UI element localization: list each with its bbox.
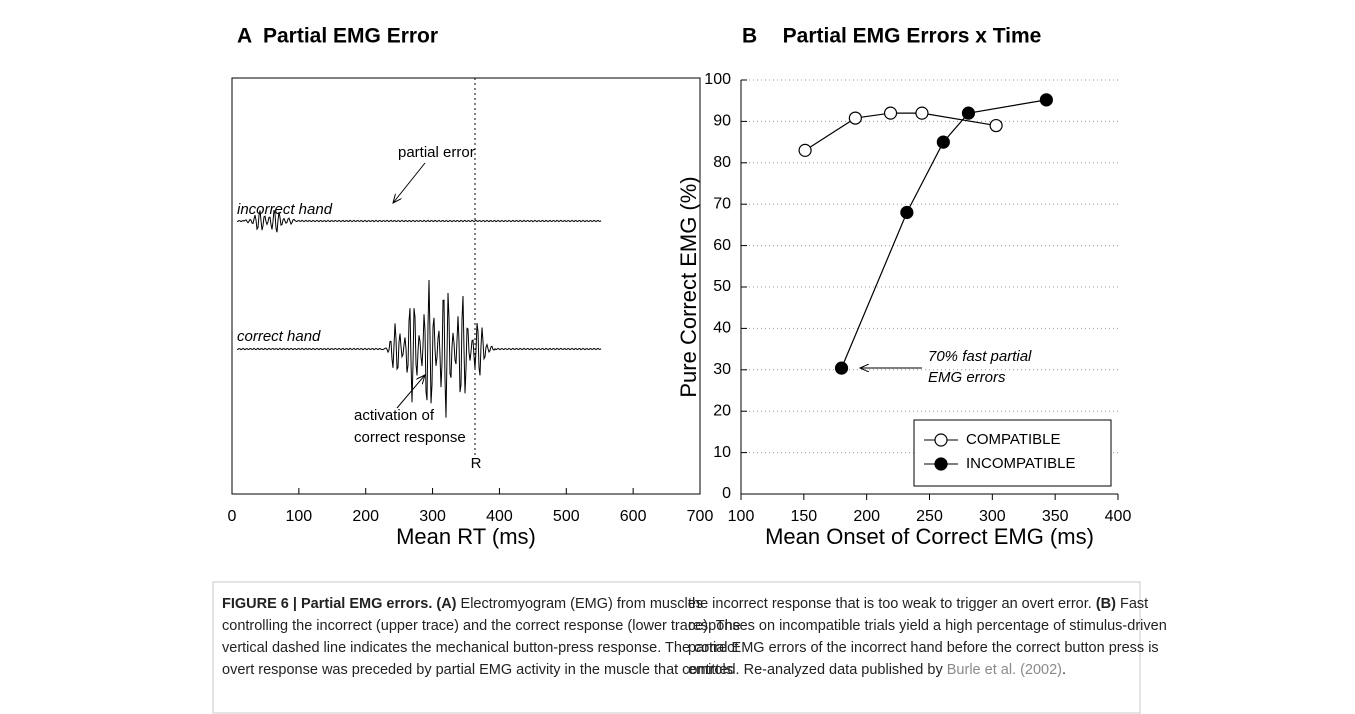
arrow: [393, 162, 426, 203]
x-tick-label: 250: [916, 508, 943, 525]
y-tick-label: 100: [704, 71, 731, 88]
x-tick-label: 500: [553, 508, 580, 525]
x-tick-label: 200: [352, 508, 379, 525]
panel-label: A: [237, 25, 252, 48]
caption-text: vertical dashed line indicates the mecha…: [222, 640, 738, 656]
y-tick-label: 90: [713, 113, 731, 130]
caption-link[interactable]: Burle et al. (2002): [947, 662, 1062, 678]
caption-line: emitted. Re-analyzed data published by B…: [688, 662, 1066, 678]
x-tick-label: 300: [419, 508, 446, 525]
caption-line: partial EMG errors of the incorrect hand…: [688, 640, 1159, 656]
caption-line: overt response was preceded by partial E…: [222, 662, 733, 678]
y-tick-label: 50: [713, 278, 731, 295]
annotation: activation of: [354, 407, 435, 424]
caption-box: [212, 581, 1141, 714]
caption-text: (B): [1096, 596, 1116, 612]
x-axis-label: Mean RT (ms): [396, 524, 536, 549]
caption-line: the incorrect response that is too weak …: [688, 596, 1148, 612]
y-tick-label: 0: [722, 485, 731, 502]
x-tick-label: 100: [728, 508, 755, 525]
annotation: 70% fast partial: [928, 348, 1032, 365]
panel-title: Partial EMG Errors x Time: [783, 25, 1042, 48]
y-tick-label: 10: [713, 444, 731, 461]
y-tick-label: 20: [713, 402, 731, 419]
caption-text: FIGURE 6 | Partial EMG errors. (A): [222, 596, 457, 612]
point: [848, 111, 862, 125]
x-tick-label: 600: [620, 508, 647, 525]
y-axis-label: Pure Correct EMG (%): [676, 176, 701, 397]
y-tick-label: 30: [713, 361, 731, 378]
caption-text: the incorrect response that is too weak …: [688, 596, 1096, 612]
caption-text: partial EMG errors of the incorrect hand…: [688, 640, 1159, 656]
x-tick-label: 300: [979, 508, 1006, 525]
x-tick-label: 700: [687, 508, 714, 525]
point: [936, 135, 950, 149]
y-tick-label: 60: [713, 237, 731, 254]
point: [1039, 93, 1053, 107]
x-tick-label: 400: [1105, 508, 1132, 525]
x-tick-label: 150: [790, 508, 817, 525]
caption-text: emitted. Re-analyzed data published by: [688, 662, 947, 678]
legend-marker: [934, 433, 948, 447]
caption-text: overt response was preceded by partial E…: [222, 662, 733, 678]
plot-frame: [231, 77, 701, 495]
caption-text: Fast: [1116, 596, 1148, 612]
point: [798, 143, 812, 157]
point: [834, 361, 849, 375]
arrow: [396, 375, 425, 409]
annotation: EMG errors: [928, 369, 1006, 386]
x-tick-label: 400: [486, 508, 513, 525]
emg-trace: [237, 279, 602, 418]
legend-box: [913, 419, 1112, 487]
caption-text: Electromyogram (EMG) from muscles: [457, 596, 704, 612]
annotation: R: [471, 455, 482, 472]
point: [989, 118, 1003, 133]
point: [915, 106, 929, 120]
annotation: partial error: [398, 144, 475, 161]
panel-label: B: [742, 25, 757, 48]
caption-line: FIGURE 6 | Partial EMG errors. (A) Elect…: [222, 596, 703, 612]
caption-text: controlling the incorrect (upper trace) …: [222, 618, 741, 634]
point: [900, 205, 914, 220]
x-tick-label: 0: [228, 508, 237, 525]
y-tick-label: 70: [713, 195, 731, 212]
annotation: correct hand: [237, 328, 321, 345]
legend-label: INCOMPATIBLE: [966, 455, 1075, 472]
y-tick-label: 40: [713, 320, 731, 337]
emg-trace: [237, 209, 602, 233]
legend-label: COMPATIBLE: [966, 431, 1060, 448]
y-tick-label: 80: [713, 154, 731, 171]
annotation: incorrect hand: [237, 201, 333, 218]
x-tick-label: 100: [286, 508, 313, 525]
x-axis-label: Mean Onset of Correct EMG (ms): [765, 524, 1094, 549]
legend-marker: [934, 457, 948, 471]
caption-text: .: [1062, 662, 1066, 678]
x-tick-label: 350: [1042, 508, 1069, 525]
point: [961, 106, 976, 120]
point: [883, 106, 898, 120]
annotation: correct response: [354, 429, 466, 446]
caption-line: controlling the incorrect (upper trace) …: [222, 618, 741, 634]
caption-line: vertical dashed line indicates the mecha…: [222, 640, 738, 656]
caption-text: responses on incompatible trials yield a…: [688, 618, 1167, 634]
x-tick-label: 200: [853, 508, 880, 525]
caption-line: responses on incompatible trials yield a…: [688, 618, 1167, 634]
panel-title: Partial EMG Error: [263, 25, 438, 48]
